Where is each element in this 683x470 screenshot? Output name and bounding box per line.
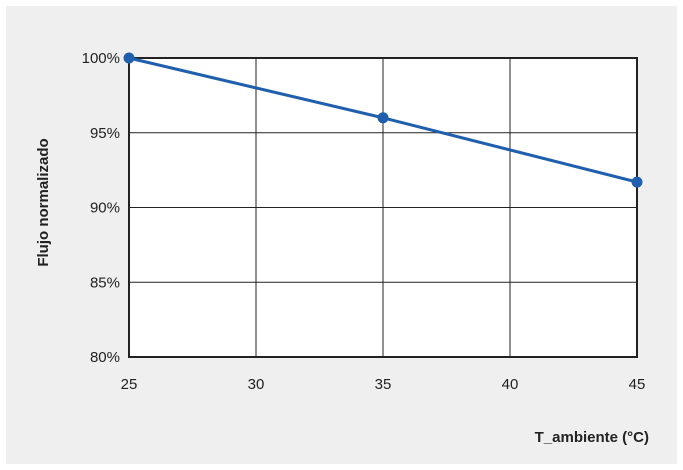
y-tick-label: 100% bbox=[82, 50, 120, 67]
y-axis-ticks: 80% 85% 90% 95% 100% bbox=[82, 50, 120, 366]
plot-frame bbox=[128, 57, 638, 358]
y-axis-title: Flujo normalizado bbox=[35, 138, 52, 266]
y-tick-label: 95% bbox=[90, 125, 120, 142]
x-tick-label: 30 bbox=[248, 376, 265, 393]
x-axis-ticks: 25 30 35 40 45 bbox=[121, 376, 646, 393]
y-tick-label: 80% bbox=[90, 349, 120, 366]
data-point bbox=[377, 112, 389, 124]
data-point bbox=[123, 52, 135, 64]
x-tick-label: 45 bbox=[629, 376, 646, 393]
series-group bbox=[123, 52, 643, 188]
y-tick-label: 90% bbox=[90, 200, 120, 217]
y-tick-label: 85% bbox=[90, 274, 120, 291]
x-axis-title: T_ambiente (°C) bbox=[535, 429, 649, 446]
data-point bbox=[631, 176, 643, 188]
x-tick-label: 40 bbox=[502, 376, 519, 393]
x-tick-label: 35 bbox=[375, 376, 392, 393]
x-tick-label: 25 bbox=[121, 376, 138, 393]
